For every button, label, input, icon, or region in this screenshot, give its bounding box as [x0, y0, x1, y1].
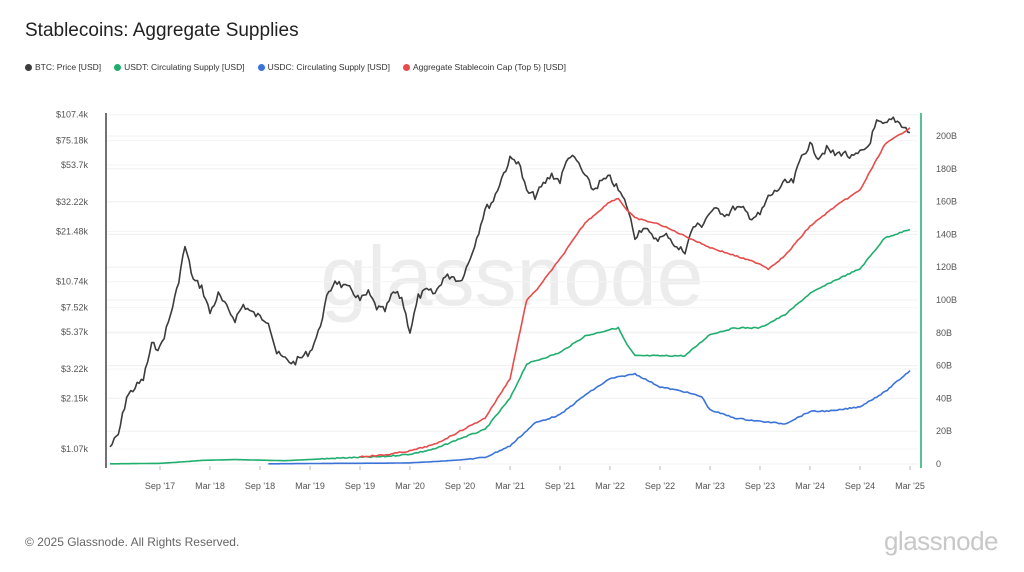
- x-tick-label: Mar '24: [795, 481, 825, 491]
- legend-label: BTC: Price [USD]: [35, 62, 102, 72]
- series-line-btc: [109, 116, 911, 448]
- y-left-tick-label: $32.22k: [56, 197, 89, 207]
- legend-item-usdc[interactable]: USDC: Circulating Supply [USD]: [257, 62, 390, 72]
- x-tick-label: Sep '23: [745, 481, 775, 491]
- y-right-tick-label: 120B: [936, 262, 957, 272]
- x-tick-label: Mar '18: [195, 481, 225, 491]
- y-right-tick-label: 180B: [936, 164, 957, 174]
- y-right-tick-label: 100B: [936, 295, 957, 305]
- x-tick-label: Sep '21: [545, 481, 575, 491]
- x-tick-label: Sep '20: [445, 481, 475, 491]
- y-left-tick-label: $7.52k: [61, 303, 89, 313]
- copyright: © 2025 Glassnode. All Rights Reserved.: [25, 535, 240, 549]
- legend-label: USDT: Circulating Supply [USD]: [124, 62, 245, 72]
- legend-item-btc[interactable]: BTC: Price [USD]: [25, 62, 101, 72]
- legend-dot-icon: [114, 63, 122, 71]
- y-right-tick-label: 40B: [936, 393, 952, 403]
- legend-item-usdt[interactable]: USDT: Circulating Supply [USD]: [114, 62, 245, 72]
- legend-label: USDC: Circulating Supply [USD]: [267, 62, 390, 72]
- legend-dot-icon: [402, 63, 410, 71]
- y-right-tick-label: 20B: [936, 426, 952, 436]
- y-right-tick-label: 200B: [936, 131, 957, 141]
- x-tick-label: Sep '19: [345, 481, 375, 491]
- y-left-tick-label: $1.07k: [61, 444, 89, 454]
- y-left-tick-label: $10.74k: [56, 277, 89, 287]
- x-tick-label: Mar '21: [495, 481, 525, 491]
- y-left-tick-label: $53.7k: [61, 160, 89, 170]
- legend-dot-icon: [257, 63, 265, 71]
- legend-dot-icon: [25, 63, 32, 71]
- x-tick-label: Sep '24: [845, 481, 875, 491]
- y-left-tick-label: $107.4k: [56, 110, 89, 120]
- y-right-tick-label: 60B: [936, 361, 952, 371]
- x-tick-label: Sep '22: [645, 481, 675, 491]
- x-tick-label: Sep '17: [145, 481, 175, 491]
- series-line-aggregate: [359, 127, 911, 458]
- x-tick-label: Sep '18: [245, 481, 275, 491]
- brand-logo: glassnode: [883, 526, 999, 556]
- legend: BTC: Price [USD] USDT: Circulating Suppl…: [25, 62, 566, 72]
- y-right-tick-label: 0: [936, 459, 941, 469]
- series-line-usdt: [110, 228, 911, 465]
- x-tick-label: Mar '19: [295, 481, 325, 491]
- x-tick-label: Mar '23: [695, 481, 725, 491]
- y-right-tick-label: 140B: [936, 229, 957, 239]
- series-line-usdc: [268, 369, 911, 465]
- y-right-tick-label: 80B: [936, 328, 952, 338]
- x-tick-label: Mar '22: [595, 481, 625, 491]
- y-left-tick-label: $2.15k: [61, 393, 89, 403]
- y-left-tick-label: $3.22k: [61, 364, 89, 374]
- legend-label: Aggregate Stablecoin Cap (Top 5) [USD]: [412, 62, 567, 72]
- x-tick-label: Mar '25: [895, 481, 925, 491]
- y-left-tick-label: $5.37k: [61, 327, 89, 337]
- x-tick-label: Mar '20: [395, 481, 425, 491]
- y-left-tick-label: $75.18k: [56, 136, 89, 146]
- y-left-tick-label: $21.48k: [56, 226, 89, 236]
- legend-item-aggregate[interactable]: Aggregate Stablecoin Cap (Top 5) [USD]: [402, 62, 567, 72]
- y-right-tick-label: 160B: [936, 197, 957, 207]
- page-title: Stablecoins: Aggregate Supplies: [25, 20, 299, 41]
